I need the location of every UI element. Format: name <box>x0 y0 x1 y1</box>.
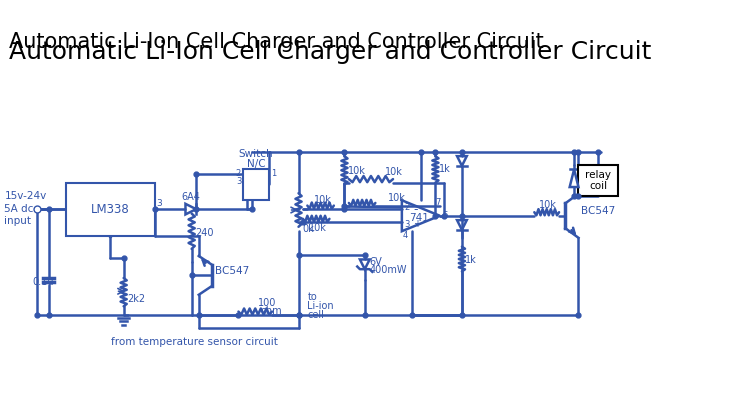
Text: 741: 741 <box>409 213 429 222</box>
Text: 3: 3 <box>156 199 162 208</box>
Text: to: to <box>307 292 317 303</box>
Text: ohm: ohm <box>260 306 282 315</box>
Text: from temperature sensor circuit: from temperature sensor circuit <box>111 337 278 347</box>
Text: 10k: 10k <box>314 195 331 205</box>
Text: 4: 4 <box>403 231 408 240</box>
Text: relay
coil: relay coil <box>586 170 611 191</box>
Text: 240: 240 <box>195 228 213 238</box>
Text: 7: 7 <box>436 198 441 207</box>
Text: Automatic Li-Ion Cell Charger and Controller Circuit: Automatic Li-Ion Cell Charger and Contro… <box>9 40 651 64</box>
Text: 10k: 10k <box>309 223 327 232</box>
Text: 10k: 10k <box>348 166 366 176</box>
Bar <box>67 183 154 236</box>
Text: Switch: Switch <box>239 149 273 159</box>
Text: 5A dc: 5A dc <box>4 204 34 214</box>
Text: 6V: 6V <box>369 257 382 267</box>
Text: 2: 2 <box>68 199 74 208</box>
Text: 6: 6 <box>442 211 448 220</box>
Text: input: input <box>4 215 31 226</box>
Text: 6A4: 6A4 <box>181 192 200 202</box>
Text: -: - <box>413 202 418 215</box>
Text: 2: 2 <box>404 203 410 212</box>
Text: 0.1u: 0.1u <box>33 277 54 288</box>
Text: 3: 3 <box>236 177 241 186</box>
Text: 0k: 0k <box>302 224 314 234</box>
Text: 15v-24v: 15v-24v <box>4 191 47 201</box>
Text: BC547: BC547 <box>581 206 616 216</box>
Text: 400mW: 400mW <box>369 265 406 275</box>
Text: BC547: BC547 <box>215 266 249 276</box>
Text: 10k: 10k <box>387 193 406 202</box>
Text: 1k: 1k <box>466 255 477 265</box>
Text: 2k2: 2k2 <box>127 294 145 304</box>
Text: 1: 1 <box>271 169 276 178</box>
Text: 2: 2 <box>236 169 241 178</box>
Text: 3: 3 <box>404 220 410 229</box>
Bar <box>578 165 618 196</box>
Text: cell: cell <box>307 310 325 320</box>
Text: 100: 100 <box>258 298 276 308</box>
Text: LM338: LM338 <box>91 202 130 215</box>
Text: 10k: 10k <box>539 200 556 210</box>
Bar <box>243 169 270 200</box>
Text: Automatic Li-Ion Cell Charger and Controller Circuit: Automatic Li-Ion Cell Charger and Contro… <box>9 32 544 53</box>
Text: +: + <box>413 219 421 229</box>
Text: N/C: N/C <box>247 159 265 169</box>
Text: 10k: 10k <box>385 167 403 177</box>
Text: Li-ion: Li-ion <box>307 301 334 311</box>
Text: 1k: 1k <box>439 164 451 175</box>
